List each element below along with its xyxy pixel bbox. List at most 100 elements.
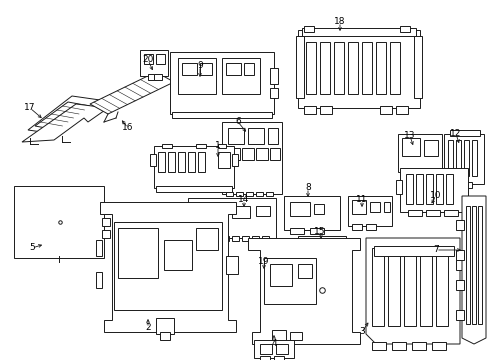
Bar — [156, 186, 232, 192]
Bar — [466, 206, 470, 324]
Bar — [256, 206, 270, 216]
Bar — [102, 218, 110, 226]
Bar — [416, 174, 423, 204]
Bar — [404, 248, 416, 326]
Bar — [406, 174, 413, 204]
Bar — [352, 224, 362, 230]
Bar — [298, 236, 346, 264]
Polygon shape — [366, 238, 460, 344]
Bar — [304, 26, 314, 32]
Bar — [456, 280, 464, 290]
Bar — [102, 204, 110, 214]
Bar — [256, 192, 263, 196]
Bar — [366, 224, 376, 230]
Bar — [148, 74, 156, 80]
Bar — [164, 240, 192, 270]
Bar — [348, 196, 392, 226]
Bar — [218, 152, 230, 168]
Bar — [298, 264, 312, 278]
Bar — [160, 332, 170, 340]
Text: 19: 19 — [258, 257, 270, 266]
Text: 8: 8 — [305, 184, 311, 193]
Bar — [320, 262, 332, 267]
Text: 15: 15 — [314, 228, 326, 237]
Bar — [118, 228, 158, 278]
Bar — [248, 128, 264, 144]
Bar — [192, 236, 199, 241]
Bar — [352, 200, 366, 214]
Bar — [242, 236, 249, 241]
Bar — [290, 202, 310, 216]
Bar — [456, 250, 462, 270]
Bar — [320, 42, 330, 94]
Text: 3: 3 — [359, 328, 365, 337]
Text: 17: 17 — [24, 104, 36, 112]
Bar — [400, 168, 468, 212]
Bar — [426, 174, 433, 204]
Bar — [472, 140, 477, 176]
Bar — [256, 148, 268, 160]
Bar — [298, 30, 420, 108]
Bar — [156, 54, 165, 64]
Bar — [268, 128, 278, 144]
Bar — [222, 58, 260, 94]
Bar — [448, 182, 458, 188]
Bar — [426, 210, 440, 216]
Bar — [456, 140, 461, 176]
Bar — [304, 262, 316, 267]
Text: 2: 2 — [145, 324, 151, 333]
Bar — [200, 63, 212, 75]
Bar — [168, 152, 175, 172]
Bar — [276, 344, 288, 354]
Bar — [370, 202, 380, 212]
Text: 10: 10 — [430, 192, 442, 201]
Bar — [270, 148, 280, 160]
Bar — [284, 196, 340, 230]
Polygon shape — [35, 102, 90, 130]
Bar — [416, 170, 426, 176]
Bar — [402, 138, 420, 156]
Bar — [222, 236, 229, 241]
Bar — [196, 144, 206, 148]
Bar — [114, 222, 222, 310]
Bar — [232, 206, 250, 218]
Bar — [198, 152, 205, 172]
Bar — [244, 63, 254, 75]
Bar — [396, 106, 408, 114]
Bar — [304, 240, 320, 252]
Bar — [402, 170, 412, 176]
Bar — [226, 63, 241, 75]
Text: 1: 1 — [215, 141, 221, 150]
Bar — [456, 250, 464, 260]
Polygon shape — [22, 104, 108, 142]
Bar — [372, 248, 384, 326]
Bar — [302, 28, 416, 36]
Bar — [150, 154, 156, 166]
Bar — [310, 228, 324, 234]
Text: 18: 18 — [334, 18, 346, 27]
Bar — [236, 192, 243, 196]
Bar — [228, 128, 244, 144]
Bar — [290, 228, 304, 234]
Bar — [384, 202, 390, 212]
Bar — [424, 140, 438, 156]
Bar — [272, 330, 286, 342]
Text: 4: 4 — [271, 339, 277, 348]
Bar — [430, 170, 438, 176]
Bar — [444, 134, 484, 184]
Bar — [432, 342, 446, 350]
Bar — [178, 152, 185, 172]
Bar — [314, 204, 324, 214]
Bar — [254, 340, 294, 358]
Bar — [154, 74, 162, 80]
Bar — [320, 106, 332, 114]
Bar — [304, 106, 316, 114]
Bar — [326, 242, 338, 252]
Bar — [478, 206, 482, 324]
Bar — [228, 148, 240, 160]
Bar — [252, 236, 259, 241]
Bar — [96, 240, 102, 256]
Bar — [264, 258, 316, 304]
Bar — [226, 192, 233, 196]
Bar — [262, 236, 269, 241]
